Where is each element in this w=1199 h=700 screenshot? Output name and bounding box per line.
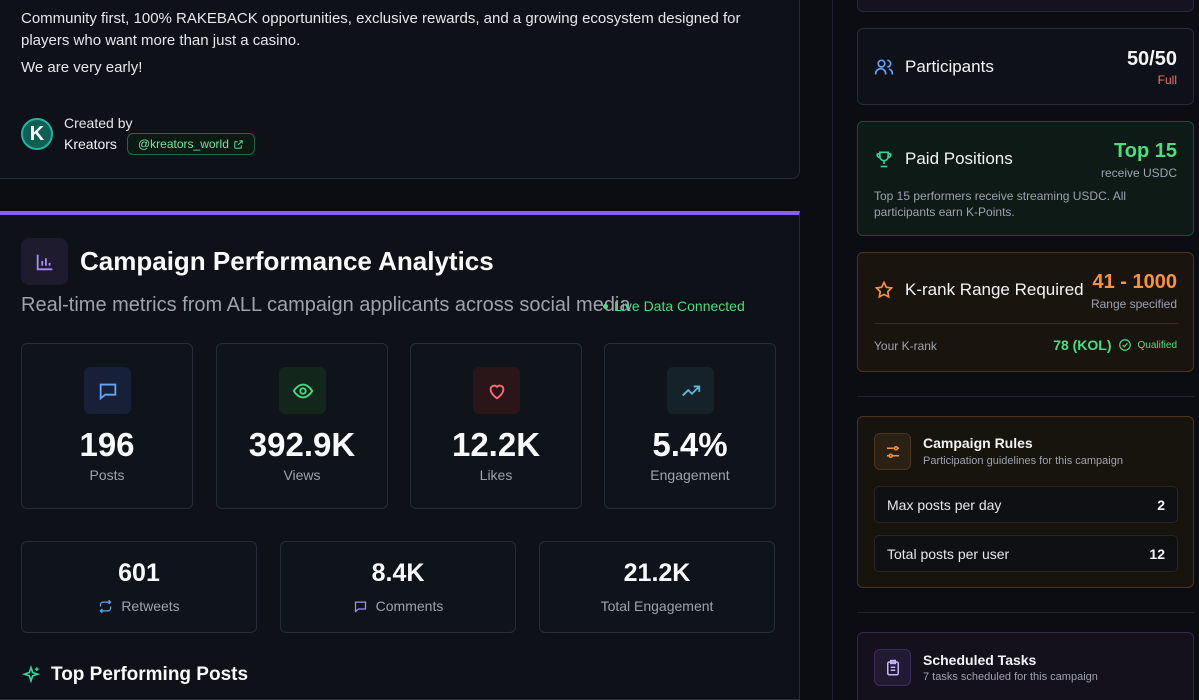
bar-chart-icon bbox=[21, 238, 68, 285]
stat-label: Engagement bbox=[650, 467, 730, 483]
repeat-icon bbox=[99, 599, 112, 613]
campaign-early-note: We are very early! bbox=[21, 59, 143, 76]
stat-value: 5.4% bbox=[652, 426, 728, 463]
creator-name: Kreators bbox=[64, 136, 117, 152]
your-krank: 78 (KOL) Qualified bbox=[1053, 337, 1177, 353]
stat-label: Posts bbox=[89, 467, 125, 483]
trending-up-icon bbox=[667, 367, 714, 414]
krank-range-sub: Range specified bbox=[1090, 297, 1177, 311]
message-square-icon bbox=[84, 367, 131, 414]
top-posts-heading: Top Performing Posts bbox=[21, 664, 248, 686]
stat-card-total-engagement: 21.2K Total Engagement bbox=[539, 541, 775, 633]
sidebar-top-card bbox=[857, 0, 1194, 12]
rule-label: Max posts per day bbox=[887, 497, 1002, 513]
live-data-status: Live Data Connected bbox=[603, 298, 745, 314]
participants-label: Participants bbox=[905, 57, 994, 76]
your-krank-label: Your K-rank bbox=[874, 339, 937, 353]
participants-status: Full bbox=[1157, 73, 1177, 87]
paid-positions-card: Paid Positions Top 15 receive USDC Top 1… bbox=[857, 121, 1194, 236]
rule-label: Total posts per user bbox=[887, 546, 1010, 562]
stat-card-engagement: 5.4% Engagement bbox=[604, 343, 776, 509]
krank-divider bbox=[874, 323, 1178, 324]
analytics-subtitle: Real-time metrics from ALL campaign appl… bbox=[21, 294, 631, 316]
check-circle-icon bbox=[1118, 339, 1131, 351]
tasks-subtitle: 7 tasks scheduled for this campaign bbox=[923, 671, 1098, 683]
stat-label: Likes bbox=[479, 467, 513, 483]
stat-value: 8.4K bbox=[371, 559, 425, 587]
sliders-icon bbox=[874, 433, 911, 470]
krank-range: 41 - 1000 bbox=[1092, 271, 1177, 293]
rule-value: 12 bbox=[1149, 546, 1165, 562]
comment-icon bbox=[354, 601, 366, 613]
clipboard-icon bbox=[874, 649, 911, 686]
qualified-badge: Qualified bbox=[1137, 339, 1177, 351]
sparkles-icon bbox=[21, 665, 41, 684]
rules-subtitle: Participation guidelines for this campai… bbox=[923, 455, 1123, 467]
campaign-description: Community first, 100% RAKEBACK opportuni… bbox=[21, 10, 741, 49]
stat-value: 392.9K bbox=[248, 426, 356, 463]
stat-label: Retweets bbox=[121, 598, 180, 614]
paid-positions-sub: receive USDC bbox=[1100, 166, 1177, 180]
stat-label: Views bbox=[283, 467, 321, 483]
analytics-title: Campaign Performance Analytics bbox=[80, 246, 494, 276]
paid-positions-value: Top 15 bbox=[1114, 140, 1177, 162]
stat-value: 21.2K bbox=[623, 559, 691, 587]
campaign-about-card: Community first, 100% RAKEBACK opportuni… bbox=[0, 0, 800, 179]
stat-value: 601 bbox=[118, 559, 160, 587]
stat-label: Total Engagement bbox=[600, 598, 714, 614]
creator-handle-text: @kreators_world bbox=[138, 137, 229, 151]
scheduled-tasks-card[interactable]: Scheduled Tasks 7 tasks scheduled for th… bbox=[857, 632, 1194, 700]
participants-card: Participants 50/50 Full bbox=[857, 28, 1194, 105]
tasks-title: Scheduled Tasks bbox=[923, 652, 1037, 668]
rule-row-max-posts: Max posts per day 2 bbox=[874, 486, 1178, 523]
krank-card: K-rank Range Required 41 - 1000 Range sp… bbox=[857, 252, 1194, 372]
main-column: Community first, 100% RAKEBACK opportuni… bbox=[0, 0, 800, 700]
creator-handle-link[interactable]: @kreators_world bbox=[127, 133, 255, 155]
creator-avatar[interactable]: K bbox=[21, 118, 53, 150]
external-link-icon bbox=[234, 139, 243, 149]
stat-card-comments: 8.4K Comments bbox=[280, 541, 516, 633]
users-icon bbox=[874, 59, 894, 75]
sidebar: Participants 50/50 Full Paid Positions T… bbox=[857, 0, 1194, 700]
heart-icon bbox=[473, 367, 520, 414]
rule-row-total-posts: Total posts per user 12 bbox=[874, 535, 1178, 572]
stat-label: Comments bbox=[375, 598, 444, 614]
live-dot-icon bbox=[603, 303, 608, 309]
paid-positions-label: Paid Positions bbox=[905, 149, 1013, 168]
trophy-icon bbox=[876, 151, 892, 168]
rules-title: Campaign Rules bbox=[923, 435, 1033, 451]
star-icon bbox=[874, 280, 894, 299]
eye-icon bbox=[279, 367, 326, 414]
stat-card-views: 392.9K Views bbox=[216, 343, 388, 509]
paid-positions-desc: Top 15 performers receive streaming USDC… bbox=[874, 189, 1127, 219]
created-by-label: Created by bbox=[64, 115, 133, 131]
campaign-rules-card: Campaign Rules Participation guidelines … bbox=[857, 416, 1194, 588]
column-divider bbox=[832, 0, 833, 700]
participants-count: 50/50 bbox=[1126, 48, 1177, 70]
sidebar-separator bbox=[857, 612, 1194, 613]
stat-card-posts: 196 Posts bbox=[21, 343, 193, 509]
your-krank-value: 78 (KOL) bbox=[1053, 337, 1112, 353]
stat-value: 196 bbox=[79, 426, 135, 463]
stat-value: 12.2K bbox=[451, 426, 541, 463]
sidebar-separator bbox=[857, 396, 1194, 397]
krank-label: K-rank Range Required bbox=[905, 280, 1084, 299]
stat-card-retweets: 601 Retweets bbox=[21, 541, 257, 633]
rule-value: 2 bbox=[1157, 497, 1165, 513]
stat-card-likes: 12.2K Likes bbox=[410, 343, 582, 509]
